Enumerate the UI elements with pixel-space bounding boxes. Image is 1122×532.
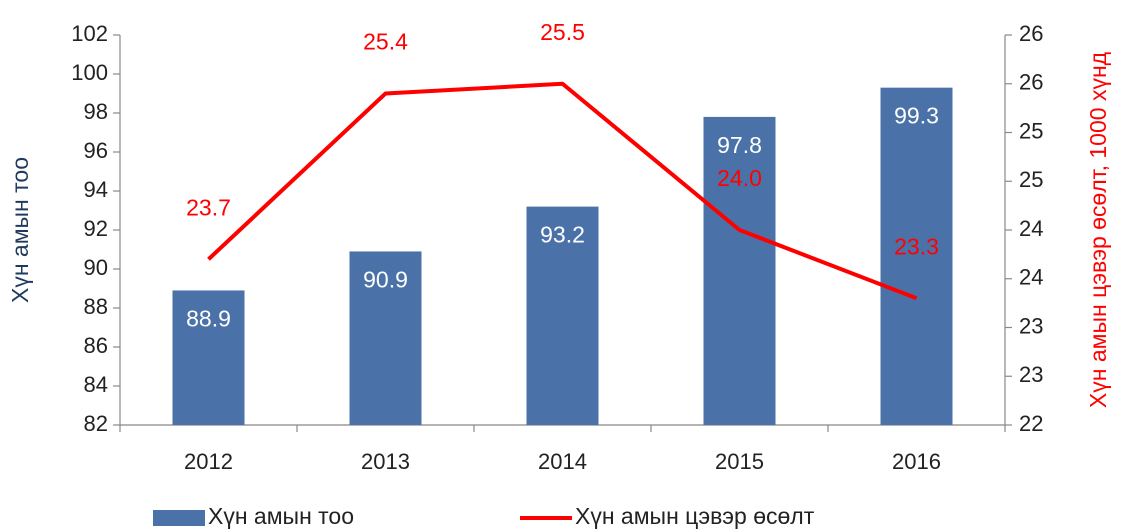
bar bbox=[703, 116, 776, 426]
y2-tick-label: 25 bbox=[1019, 167, 1043, 192]
bar-value-label: 88.9 bbox=[186, 306, 231, 332]
x-tick-label: 2013 bbox=[361, 449, 410, 474]
x-tick-label: 2015 bbox=[715, 449, 764, 474]
x-tick-label: 2014 bbox=[538, 449, 587, 474]
y2-tick-label: 22 bbox=[1019, 411, 1043, 436]
y-tick-label: 90 bbox=[84, 255, 108, 280]
line-value-label: 23.3 bbox=[894, 233, 939, 259]
legend-swatch bbox=[153, 510, 205, 526]
y-axis-title: Хүн амын тоо bbox=[7, 157, 33, 303]
bar bbox=[526, 206, 599, 425]
y-tick-label: 102 bbox=[71, 21, 108, 46]
bar-value-label: 93.2 bbox=[540, 222, 585, 248]
bar bbox=[172, 290, 245, 425]
y2-tick-label: 26 bbox=[1019, 70, 1043, 95]
y2-tick-label: 23 bbox=[1019, 362, 1043, 387]
line-value-label: 23.7 bbox=[186, 194, 231, 220]
legend-label: Хүн амын тоо bbox=[208, 503, 354, 529]
y-tick-label: 82 bbox=[84, 411, 108, 436]
y2-axis-title: Хүн амын цэвэр өсөлт, 1000 хүнд bbox=[1085, 51, 1111, 408]
line bbox=[207, 81, 918, 301]
bar bbox=[349, 251, 422, 425]
y-tick-label: 100 bbox=[71, 60, 108, 85]
line-value-label: 25.5 bbox=[540, 19, 585, 45]
y-tick-label: 94 bbox=[84, 177, 108, 202]
y-tick-label: 92 bbox=[84, 216, 108, 241]
y2-tick-label: 26 bbox=[1019, 21, 1043, 46]
bar bbox=[880, 87, 953, 426]
legend-label: Хүн амын цэвэр өсөлт bbox=[575, 503, 815, 529]
y-tick-label: 84 bbox=[84, 372, 108, 397]
line-value-label: 24.0 bbox=[717, 165, 762, 191]
bar-value-label: 99.3 bbox=[894, 103, 939, 129]
y-tick-label: 86 bbox=[84, 333, 108, 358]
y-tick-label: 96 bbox=[84, 138, 108, 163]
bar-value-label: 90.9 bbox=[363, 267, 408, 293]
y2-tick-label: 24 bbox=[1019, 216, 1043, 241]
y-tick-label: 88 bbox=[84, 294, 108, 319]
line-value-label: 25.4 bbox=[363, 29, 408, 55]
x-tick-label: 2016 bbox=[892, 449, 941, 474]
y-tick-label: 98 bbox=[84, 99, 108, 124]
x-tick-label: 2012 bbox=[184, 449, 233, 474]
bar-value-label: 97.8 bbox=[717, 132, 762, 158]
y2-tick-label: 24 bbox=[1019, 265, 1043, 290]
y2-tick-label: 25 bbox=[1019, 118, 1043, 143]
y2-tick-label: 23 bbox=[1019, 313, 1043, 338]
